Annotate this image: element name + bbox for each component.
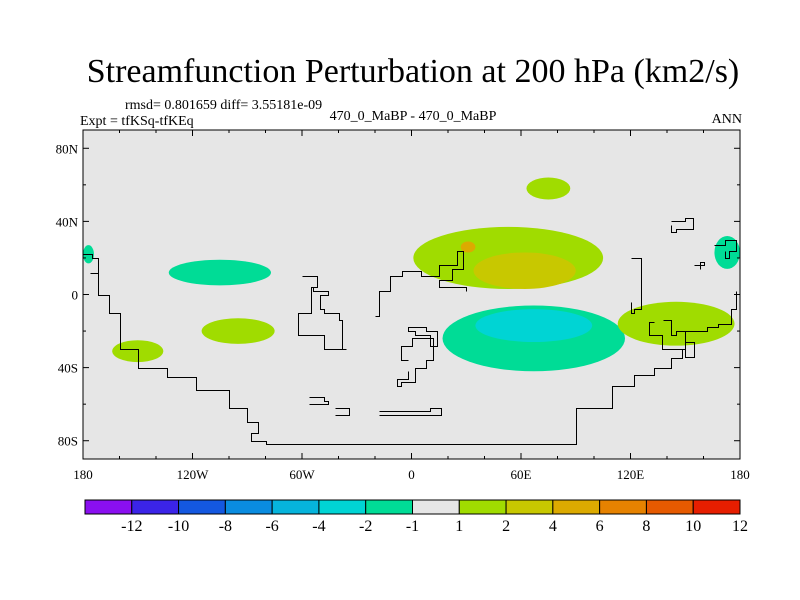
x-tick-label: 60W <box>289 467 315 482</box>
colorbar-swatch <box>224 499 273 515</box>
anomaly-region <box>475 309 593 343</box>
stats-line: rmsd= 0.801659 diff= 3.55181e-09 <box>125 98 322 113</box>
x-tick-label: 120W <box>177 467 210 482</box>
coastline <box>631 258 642 314</box>
colorbar-label: 6 <box>596 518 604 535</box>
colorbar-swatch <box>692 499 741 515</box>
coastline-layer <box>83 218 737 445</box>
anomaly-region <box>201 318 275 344</box>
y-tick-label: 40N <box>56 214 79 229</box>
season-label: ANN <box>712 112 742 127</box>
anomaly-region <box>526 177 571 200</box>
colorbar-label: -6 <box>265 518 278 535</box>
y-tick-label: 80N <box>56 141 79 156</box>
colorbar-label: 1 <box>455 518 463 535</box>
y-tick-label: 80S <box>58 434 78 449</box>
y-tick-label: 0 <box>72 288 79 303</box>
x-tick-label: 180 <box>730 467 750 482</box>
colorbar-swatch <box>599 499 647 515</box>
colorbar-label: 8 <box>642 518 650 535</box>
colorbar-label: -8 <box>219 518 232 535</box>
colorbar-swatch <box>505 499 554 515</box>
anomaly-region <box>460 241 476 253</box>
anomaly-region <box>714 236 740 269</box>
anomaly-region <box>112 340 164 363</box>
colorbar-label: -2 <box>359 518 372 535</box>
colorbar-swatch <box>552 499 601 515</box>
colorbar-label: -10 <box>168 518 189 535</box>
colorbar-swatch <box>84 499 133 515</box>
coastline <box>694 262 705 270</box>
anomaly-layer <box>83 177 740 372</box>
colorbar-label: -1 <box>406 518 419 535</box>
colorbar-swatch <box>458 499 507 515</box>
x-tick-label: 0 <box>408 467 415 482</box>
colorbar-label: -4 <box>312 518 325 535</box>
coastline <box>649 320 695 358</box>
colorbar-swatch <box>131 499 180 515</box>
y-tick-label: 40S <box>58 361 78 376</box>
coastline <box>714 240 737 259</box>
colorbar-swatch <box>412 499 460 515</box>
map-background <box>83 130 740 459</box>
chart-title: Streamfunction Perturbation at 200 hPa (… <box>87 53 740 90</box>
colorbar-label: -12 <box>121 518 142 535</box>
case-label: 470_0_MaBP - 470_0_MaBP <box>330 109 497 124</box>
x-tick-label: 180 <box>73 467 93 482</box>
colorbar-swatch <box>178 499 226 515</box>
colorbar-swatch <box>645 499 694 515</box>
colorbar-swatch <box>365 499 414 515</box>
colorbar-label: 2 <box>502 518 510 535</box>
colorbar-label: 12 <box>732 518 748 535</box>
coastline <box>335 408 350 416</box>
anomaly-region <box>168 259 271 286</box>
x-axis: 180 120W 60W 0 60E 120E 180 <box>73 130 750 482</box>
coastline <box>375 251 467 317</box>
experiment-label: Expt = tfKSq-tfKEq <box>80 114 194 129</box>
coastline <box>397 327 438 387</box>
coastline <box>309 397 329 405</box>
colorbar-swatch <box>271 499 320 515</box>
coastline <box>379 408 442 416</box>
x-tick-label: 60E <box>511 467 532 482</box>
anomaly-region <box>617 301 735 346</box>
anomaly-region <box>473 252 576 290</box>
y-axis: 80N 40N 0 40S 80S <box>56 141 740 449</box>
x-tick-label: 120E <box>617 467 645 482</box>
colorbar-swatch <box>318 499 367 515</box>
colorbar-label: 10 <box>685 518 701 535</box>
coastline <box>298 276 347 350</box>
colorbar: -12 -10 -8 -6 -4 -2 -1 1 2 4 6 8 10 12 <box>84 499 748 535</box>
coastline <box>671 218 694 233</box>
colorbar-label: 4 <box>549 518 557 535</box>
